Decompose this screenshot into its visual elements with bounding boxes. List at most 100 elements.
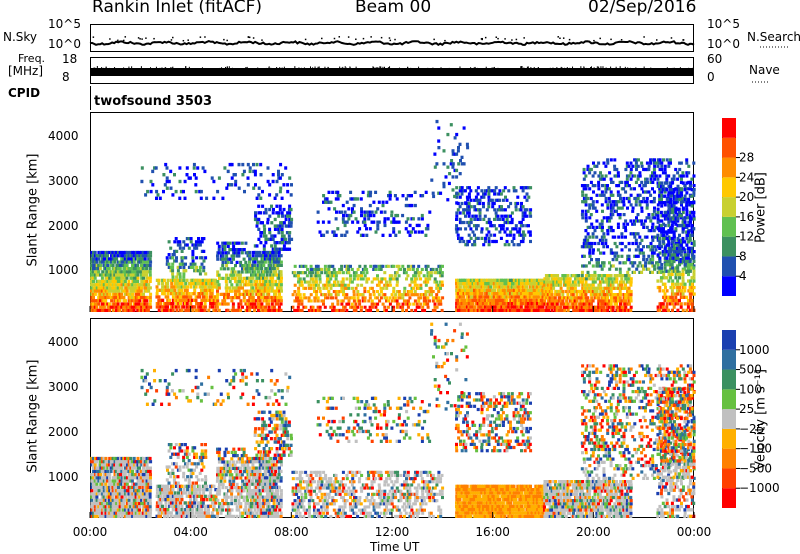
heatmap-cell (304, 296, 308, 300)
heatmap-cell (511, 288, 515, 292)
heatmap-cell (671, 240, 674, 244)
heatmap-cell (108, 250, 112, 255)
heatmap-cell (496, 214, 500, 218)
heatmap-cell (688, 258, 692, 262)
heatmap-cell (670, 289, 674, 293)
heatmap-cell (647, 167, 651, 172)
heatmap-cell (94, 273, 97, 277)
heatmap-cell (508, 233, 512, 237)
heatmap-cell (494, 282, 498, 286)
heatmap-cell (113, 302, 117, 306)
heatmap-cell (435, 293, 439, 297)
heatmap-cell (141, 302, 145, 306)
heatmap-cell (629, 177, 633, 181)
heatmap-cell (374, 264, 378, 268)
heatmap-cell (257, 193, 261, 197)
heatmap-cell (464, 243, 468, 247)
heatmap-cell (535, 282, 539, 286)
heatmap-cell (681, 285, 685, 290)
heatmap-cell (297, 280, 300, 284)
heatmap-cell (131, 292, 135, 296)
heatmap-cell (291, 293, 295, 297)
heatmap-cell (203, 285, 207, 289)
heatmap-cell (681, 308, 685, 312)
heatmap-cell (539, 302, 543, 306)
heatmap-cell (324, 296, 327, 300)
heatmap-cell (325, 197, 329, 201)
heatmap-cell (390, 210, 394, 214)
heatmap-cell (582, 245, 586, 249)
heatmap-cell (665, 276, 669, 280)
heatmap-cell (505, 305, 509, 309)
heatmap-cell (276, 267, 280, 271)
heatmap-cell (634, 254, 638, 258)
heatmap-cell (374, 230, 378, 234)
heatmap-cell (383, 293, 387, 297)
heatmap-cell (318, 286, 322, 290)
heatmap-cell (487, 217, 491, 221)
heatmap-cell (422, 280, 426, 284)
heatmap-cell (415, 267, 419, 271)
heatmap-cell (191, 265, 195, 269)
heatmap-cell (148, 273, 152, 277)
heatmap-cell (550, 280, 554, 284)
heatmap-cell (221, 276, 225, 280)
heatmap-cell (653, 171, 657, 175)
nsky-point (304, 38, 307, 41)
heatmap-cell (609, 193, 613, 197)
heatmap-cell (366, 210, 370, 214)
heatmap-cell (503, 292, 507, 296)
heatmap-cell (662, 295, 666, 299)
freq-point (398, 67, 400, 70)
heatmap-cell (381, 286, 385, 290)
heatmap-cell (685, 161, 689, 165)
heatmap-cell (586, 241, 590, 246)
heatmap-cell (406, 203, 410, 208)
heatmap-cell (502, 189, 506, 193)
heatmap-cell (149, 292, 153, 296)
heatmap-cell (653, 158, 656, 162)
heatmap-cell (672, 305, 676, 309)
freq-point (105, 66, 107, 69)
heatmap-cell (669, 194, 673, 198)
freq-point (470, 67, 472, 70)
heatmap-cell (267, 260, 271, 264)
heatmap-cell (92, 295, 95, 300)
heatmap-cell (214, 302, 218, 306)
heatmap-cell (633, 196, 637, 201)
heatmap-cell (173, 259, 177, 263)
heatmap-cell (467, 192, 471, 196)
heatmap-cell (577, 308, 581, 312)
heatmap-cell (482, 195, 486, 199)
heatmap-cell (602, 232, 606, 236)
heatmap-cell (627, 302, 631, 306)
heatmap-cell (376, 302, 380, 306)
heatmap-cell (482, 217, 486, 221)
freq-point (493, 66, 495, 69)
heatmap-cell (123, 267, 127, 271)
heatmap-cell (376, 227, 380, 231)
heatmap-cell (622, 203, 626, 207)
heatmap-cell (582, 187, 586, 191)
heatmap-cell (473, 288, 476, 292)
heatmap-cell (170, 285, 174, 289)
heatmap-cell (198, 265, 202, 269)
heatmap-cell (106, 273, 110, 277)
heatmap-cell (663, 295, 667, 299)
heatmap-cell (509, 298, 513, 302)
heatmap-cell (278, 263, 282, 267)
heatmap-cell (663, 203, 667, 207)
heatmap-cell (538, 302, 541, 306)
heatmap-cell (141, 295, 145, 300)
heatmap-cell (316, 308, 320, 312)
heatmap-cell (233, 289, 237, 293)
heatmap-cell (360, 210, 364, 214)
beam-title: Beam 00 (355, 0, 432, 17)
heatmap-cell (340, 210, 343, 214)
heatmap-cell (129, 257, 133, 261)
heatmap-cell (629, 203, 633, 207)
heatmap-cell (491, 292, 494, 296)
heatmap-cell (202, 265, 206, 269)
heatmap-cell (501, 298, 505, 302)
heatmap-cell (159, 288, 162, 292)
